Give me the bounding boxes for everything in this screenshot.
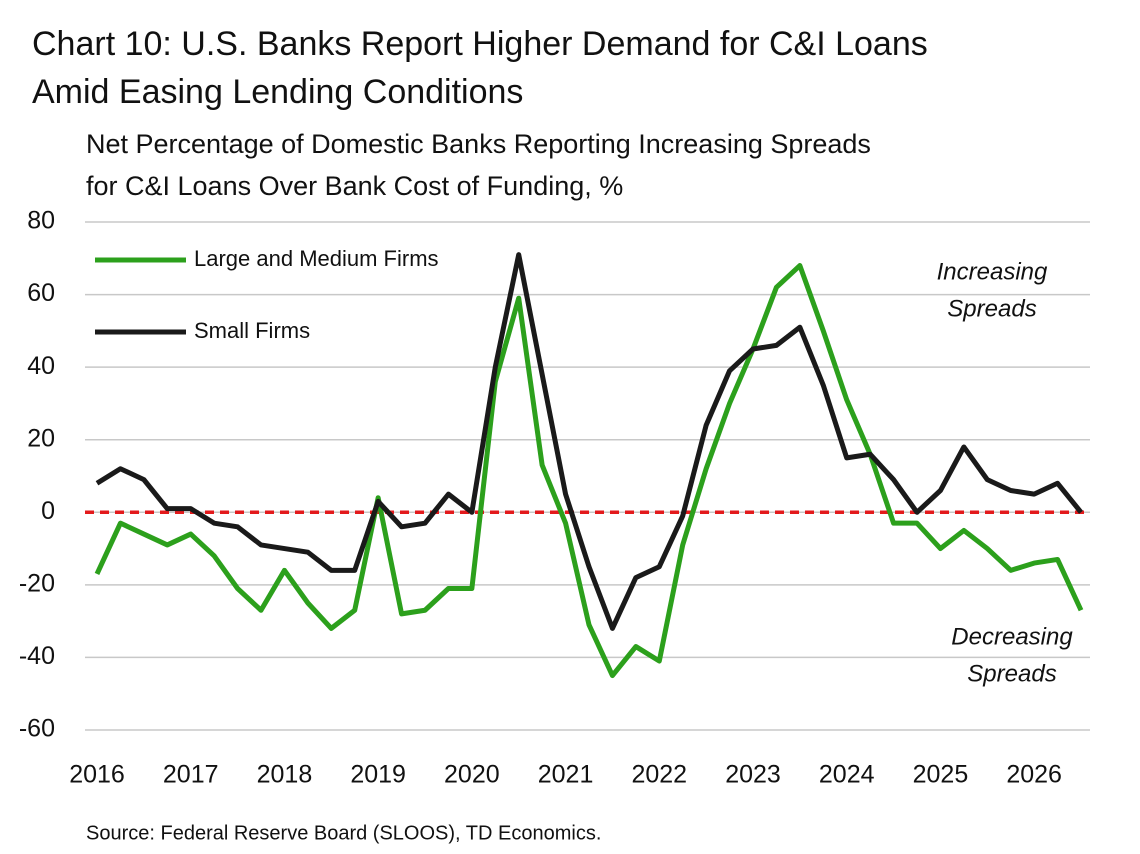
x-tick-label: 2017 [163,761,219,789]
y-tick-label: -60 [19,715,55,743]
x-tick-label: 2021 [538,761,594,789]
y-tick-label: 20 [27,424,55,452]
chart-title: Chart 10: U.S. Banks Report Higher Deman… [32,25,928,63]
y-tick-label: -40 [19,642,55,670]
legend-label: Large and Medium Firms [194,246,439,271]
annotation: Spreads [967,660,1056,687]
series-line [94,263,1084,679]
chart-subtitle: Net Percentage of Domestic Banks Reporti… [86,129,871,159]
y-tick-label: 80 [27,207,55,235]
x-tick-label: 2023 [725,761,781,789]
x-tick-label: 2025 [913,761,969,789]
source: Source: Federal Reserve Board (SLOOS), T… [86,822,601,844]
x-tick-label: 2026 [1006,761,1062,789]
x-tick-label: 2022 [631,761,687,789]
x-tick-label: 2019 [350,761,406,789]
annotation: Spreads [947,295,1036,322]
annotation: Decreasing [951,623,1073,650]
series-line [95,252,1083,631]
y-tick-label: -20 [19,569,55,597]
chart-title: Amid Easing Lending Conditions [32,73,523,111]
x-tick-label: 2024 [819,761,875,789]
y-tick-label: 40 [27,352,55,380]
x-tick-label: 2016 [69,761,125,789]
annotation: Increasing [937,258,1048,285]
chart-subtitle: for C&I Loans Over Bank Cost of Funding,… [86,171,623,201]
y-tick-label: 0 [41,497,55,525]
y-tick-label: 60 [27,279,55,307]
x-tick-label: 2020 [444,761,500,789]
x-tick-label: 2018 [257,761,313,789]
legend-label: Small Firms [194,318,310,343]
